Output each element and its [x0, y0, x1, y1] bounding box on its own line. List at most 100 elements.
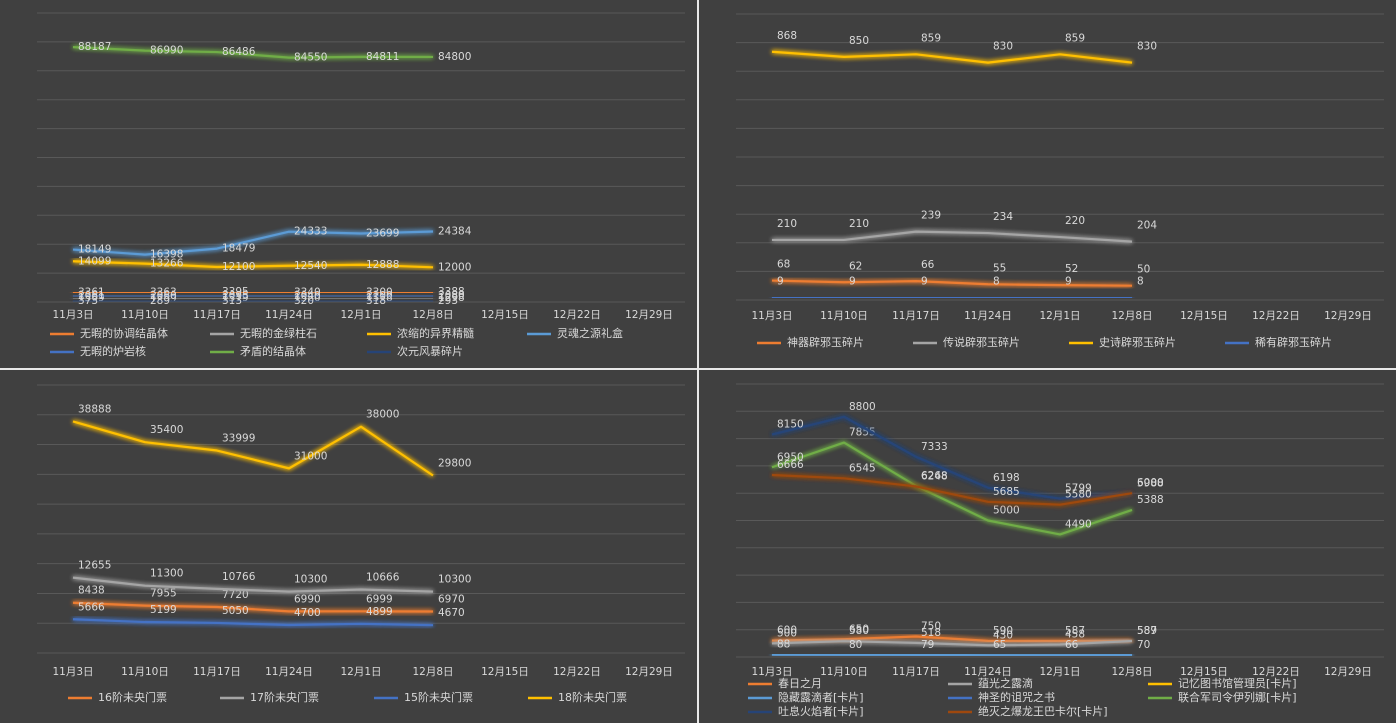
data-label: 2100	[366, 290, 393, 302]
data-label: 6990	[294, 593, 321, 605]
legend-label: 17阶未央门票	[250, 690, 319, 704]
data-label: 24384	[438, 226, 472, 238]
data-label: 587	[1065, 625, 1085, 637]
series-line	[771, 50, 1133, 64]
data-label: 62	[849, 260, 862, 272]
x-tick-label: 11月17日	[193, 309, 241, 321]
data-label: 6970	[438, 593, 465, 605]
data-label: 23699	[366, 228, 399, 240]
data-label: 16398	[150, 249, 183, 261]
x-tick-label: 11月24日	[964, 310, 1012, 322]
data-label: 210	[777, 218, 797, 230]
data-label: 220	[1065, 215, 1085, 227]
data-label: 35400	[150, 424, 183, 436]
legend-label: 蕴光之露滴	[978, 676, 1033, 690]
data-label: 5050	[222, 605, 249, 617]
series-line	[72, 420, 434, 477]
data-label: 10766	[222, 571, 256, 583]
data-label: 3388	[438, 286, 465, 298]
data-label: 13266	[150, 258, 184, 270]
data-label: 10666	[366, 571, 400, 583]
data-label: 5580	[1065, 489, 1092, 501]
data-label: 38888	[78, 403, 111, 415]
panel	[0, 0, 697, 368]
data-label: 88	[777, 639, 790, 651]
x-tick-label: 11月17日	[892, 666, 940, 678]
data-label: 6545	[849, 462, 876, 474]
data-label: 500	[777, 627, 797, 639]
x-tick-label: 12月1日	[340, 666, 381, 678]
data-label: 590	[993, 625, 1013, 637]
data-label: 88187	[78, 41, 111, 53]
data-label: 589	[1137, 625, 1157, 637]
x-tick-label: 12月22日	[1252, 666, 1300, 678]
legend-label: 记忆图书馆管理员[卡片]	[1178, 676, 1297, 690]
data-label: 289	[150, 295, 170, 307]
legend-label: 神器辟邪玉碎片	[787, 335, 864, 349]
series-line	[772, 230, 1133, 243]
x-tick-label: 12月15日	[481, 309, 529, 321]
data-label: 580	[849, 625, 869, 637]
data-label: 6000	[1137, 477, 1164, 489]
data-label: 830	[1137, 41, 1157, 53]
x-tick-label: 12月29日	[625, 309, 673, 321]
data-label: 9	[1065, 275, 1072, 287]
data-label: 12000	[438, 261, 471, 273]
legend-label: 春日之月	[778, 676, 822, 690]
x-tick-label: 11月10日	[820, 666, 868, 678]
series-line	[72, 260, 434, 269]
x-tick-label: 12月29日	[1324, 310, 1372, 322]
legend-label: 矛盾的结晶体	[240, 344, 306, 358]
data-label: 50	[1137, 264, 1150, 276]
data-label: 52	[1065, 263, 1078, 275]
series-line	[72, 46, 434, 59]
data-label: 313	[222, 295, 242, 307]
x-tick-label: 11月10日	[121, 666, 169, 678]
data-label: 234	[993, 211, 1013, 223]
series-line	[771, 279, 1133, 287]
x-tick-label: 12月22日	[553, 309, 601, 321]
data-label: 2080	[438, 290, 465, 302]
x-tick-label: 12月8日	[412, 666, 453, 678]
series-line	[771, 415, 1133, 500]
x-tick-label: 11月3日	[52, 309, 93, 321]
data-label: 84811	[366, 51, 399, 63]
data-label: 430	[993, 629, 1013, 641]
x-tick-label: 12月1日	[1039, 310, 1080, 322]
panel	[699, 0, 1396, 368]
x-tick-label: 12月8日	[412, 309, 453, 321]
data-label: 11300	[150, 568, 183, 580]
data-label: 12100	[222, 261, 255, 273]
x-tick-label: 12月1日	[340, 309, 381, 321]
data-label: 8438	[78, 585, 105, 597]
data-label: 4490	[1065, 518, 1092, 530]
data-label: 24333	[294, 226, 327, 238]
data-label: 86990	[150, 45, 183, 57]
data-label: 859	[1065, 32, 1085, 44]
data-label: 6198	[993, 472, 1020, 484]
x-tick-label: 12月8日	[1111, 310, 1152, 322]
data-label: 10300	[294, 574, 327, 586]
data-label: 868	[777, 30, 797, 42]
data-label: 8150	[777, 419, 804, 431]
data-label: 210	[849, 218, 869, 230]
x-tick-label: 12月22日	[553, 666, 601, 678]
legend-label: 灵魂之源礼盒	[557, 326, 623, 340]
data-label: 14099	[78, 255, 111, 267]
data-label: 65	[993, 639, 1006, 651]
data-label: 2060	[150, 290, 177, 302]
data-label: 8	[993, 276, 1000, 288]
x-tick-label: 12月15日	[1180, 666, 1228, 678]
x-tick-label: 12月1日	[1039, 666, 1080, 678]
data-label: 84550	[294, 52, 327, 64]
series-line	[771, 639, 1133, 647]
data-label: 31000	[294, 450, 327, 462]
data-label: 8800	[849, 401, 876, 413]
legend-label: 16阶未央门票	[98, 690, 167, 704]
data-label: 66	[921, 259, 935, 271]
legend-label: 稀有辟邪玉碎片	[1255, 335, 1332, 349]
series-line	[771, 473, 1133, 506]
data-label: 29800	[438, 458, 471, 470]
x-tick-label: 11月10日	[820, 310, 868, 322]
